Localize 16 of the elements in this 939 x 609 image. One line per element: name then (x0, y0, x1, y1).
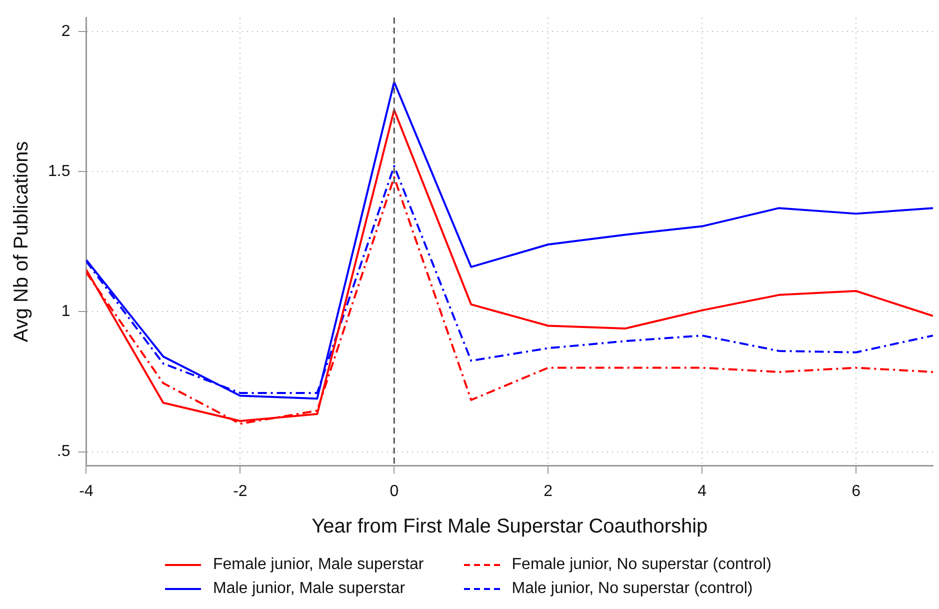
y-axis-title: Avg Nb of Publications (10, 141, 33, 342)
x-axis-title: Year from First Male Superstar Coauthorship (312, 516, 708, 538)
y-tick-label: 1.5 (48, 163, 70, 180)
legend-label: Female junior, Male superstar (213, 556, 424, 574)
x-tick-label: 4 (698, 482, 707, 500)
legend-label: Female junior, No superstar (control) (512, 556, 772, 574)
x-tick-label: -4 (79, 482, 94, 500)
y-tick-label: 2 (61, 23, 70, 40)
legend-label: Male junior, No superstar (control) (512, 580, 753, 598)
legend-label: Male junior, Male superstar (213, 580, 406, 598)
x-tick-label: 2 (544, 482, 553, 500)
x-tick-label: 0 (390, 482, 399, 500)
x-tick-label: -2 (233, 482, 248, 500)
x-tick-label: 6 (852, 482, 861, 500)
y-tick-label: 1 (61, 303, 70, 320)
y-tick-label: .5 (56, 443, 70, 460)
